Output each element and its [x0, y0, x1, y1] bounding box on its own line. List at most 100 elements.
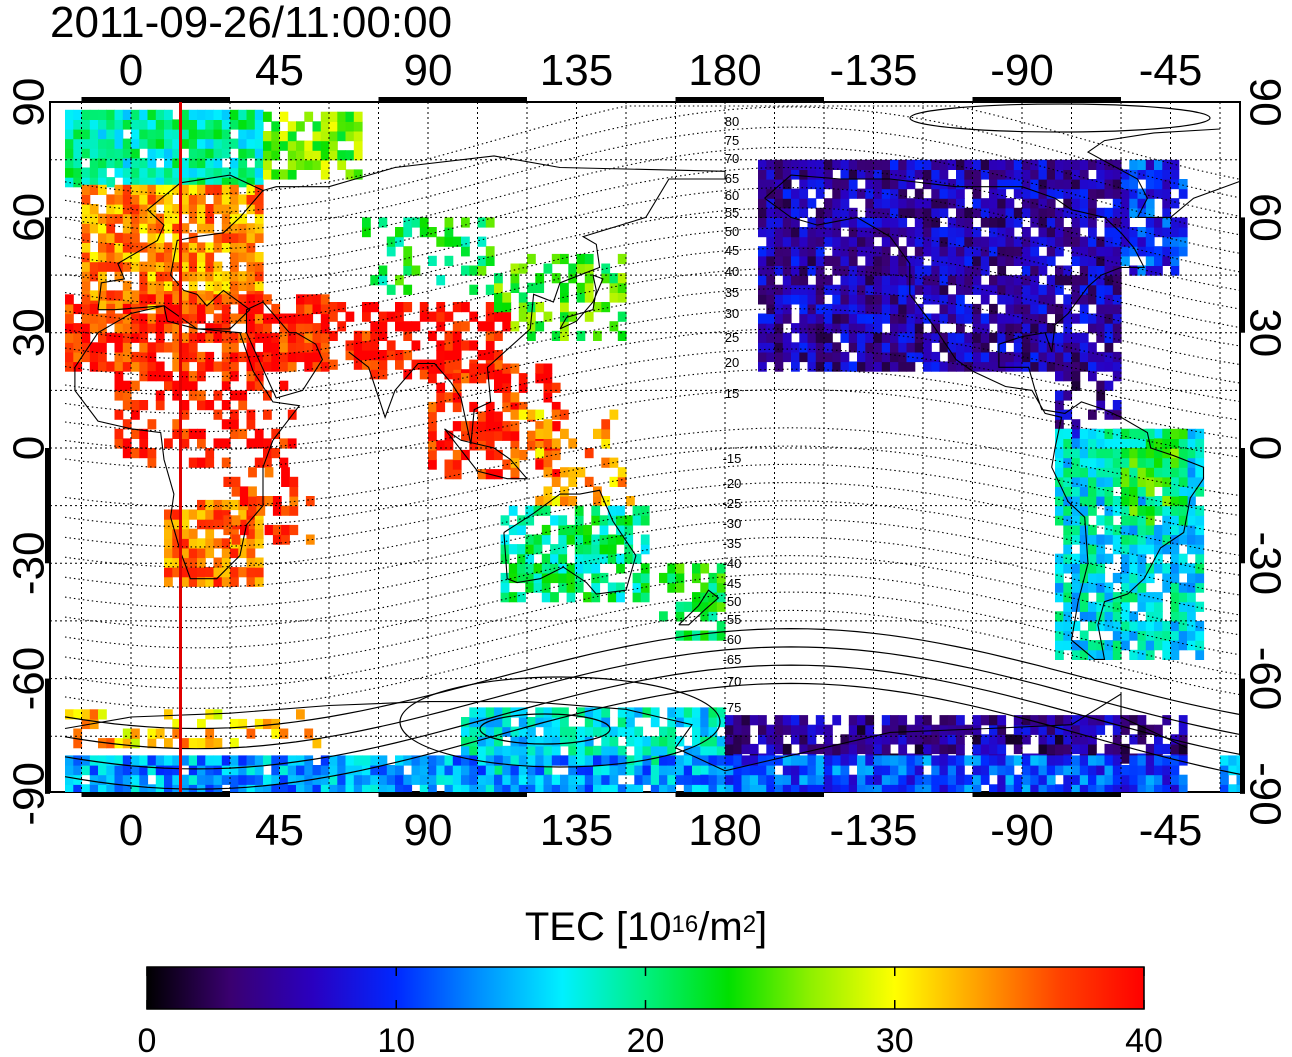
tec-cell: [246, 313, 256, 324]
tec-cell: [518, 449, 528, 461]
tec-cell: [81, 194, 91, 205]
tec-cell: [1071, 534, 1081, 545]
tec-cell: [774, 246, 784, 257]
tec-cell: [205, 129, 215, 140]
tec-cell: [122, 290, 132, 301]
tec-cell: [271, 428, 281, 439]
tec-cell: [510, 430, 520, 441]
tec-cell: [172, 294, 182, 305]
tec-cell: [1079, 765, 1089, 776]
tec-cell: [1162, 774, 1172, 785]
tec-cell: [551, 496, 561, 507]
tec-cell: [931, 198, 941, 209]
tec-cell: [370, 275, 380, 286]
tec-cell: [1104, 755, 1114, 766]
tec-cell: [114, 242, 124, 253]
tec-cell: [147, 371, 157, 382]
tec-cell: [667, 582, 677, 593]
tec-cell: [197, 718, 206, 730]
tec-cell: [1162, 428, 1172, 439]
tec-cell: [122, 177, 132, 188]
tec-cell: [436, 350, 446, 361]
tec-cell: [1055, 236, 1064, 247]
tec-cell: [114, 361, 124, 372]
tec-cell: [1071, 380, 1081, 391]
tec-cell: [541, 524, 551, 536]
tec-cell: [898, 734, 908, 745]
tec-cell: [591, 515, 601, 526]
tec-cell: [749, 755, 759, 766]
tec-cell: [139, 765, 149, 776]
tec-cell: [1129, 734, 1139, 745]
tec-cell: [848, 236, 858, 247]
tec-cell: [543, 486, 553, 497]
tec-cell: [692, 563, 701, 574]
tec-cell: [1137, 524, 1147, 536]
tec-cell: [527, 736, 536, 747]
tec-cell: [296, 755, 305, 766]
tec-cell: [1063, 303, 1073, 315]
tec-cell: [1063, 765, 1073, 776]
tec-cell: [1038, 227, 1048, 238]
tec-cell: [1055, 630, 1064, 641]
contour-line: [64, 646, 1240, 750]
tec-cell: [271, 150, 281, 161]
tec-cell: [807, 765, 817, 776]
coastline: [503, 489, 637, 595]
tec-cell: [989, 755, 998, 766]
tec-cell: [329, 140, 338, 151]
tec-cell: [1055, 351, 1064, 363]
tec-cell: [1187, 582, 1196, 593]
tec-cell: [246, 148, 256, 159]
tec-cell: [254, 557, 264, 568]
tec-cell: [1137, 582, 1147, 593]
tec-cell: [197, 109, 206, 120]
tec-cell: [1030, 198, 1040, 209]
tec-cell: [609, 745, 619, 756]
tec-cell: [1030, 169, 1040, 180]
tec-cell: [73, 774, 83, 785]
tec-cell: [155, 109, 165, 120]
tec-cell: [518, 784, 528, 792]
tec-cell: [1170, 179, 1180, 190]
colorbar-title-mid: /m: [698, 905, 743, 949]
tec-cell: [659, 572, 668, 584]
tec-cell: [312, 121, 322, 132]
tec-cell: [1079, 217, 1089, 228]
tec-cell: [246, 557, 256, 568]
tec-cell: [857, 217, 866, 228]
tec-cell: [576, 253, 586, 265]
tec-cell: [98, 361, 107, 372]
tec-cell: [914, 207, 924, 218]
tec-cell: [436, 236, 446, 247]
tec-cell: [122, 138, 132, 149]
tec-cell: [857, 236, 866, 247]
tec-cell: [609, 321, 619, 332]
tec-cell: [906, 294, 916, 305]
tec-cell: [997, 351, 1007, 363]
tec-cell: [296, 323, 305, 334]
tec-cell: [576, 726, 586, 737]
tec-cell: [1145, 227, 1155, 238]
tec-cell: [1063, 457, 1073, 468]
tec-cell: [1055, 457, 1064, 468]
tec-cell: [568, 496, 578, 507]
tec-cell: [428, 421, 437, 432]
tec-cell: [782, 179, 792, 190]
tec-cell: [502, 774, 512, 785]
tec-cell: [914, 755, 924, 766]
tec-cell: [485, 726, 495, 737]
tec-cell: [980, 323, 990, 334]
tec-cell: [1055, 486, 1064, 497]
tec-cell: [527, 765, 536, 776]
tec-cell: [1187, 563, 1196, 574]
tec-cell: [65, 148, 74, 159]
tec-cell: [122, 213, 132, 224]
tec-cell: [65, 129, 74, 140]
tec-cell: [766, 734, 776, 745]
tec-cell: [568, 726, 578, 737]
tec-cell: [1005, 755, 1015, 766]
tec-cell: [114, 380, 124, 391]
tec-cell: [1063, 563, 1073, 574]
tec-cell: [1178, 784, 1188, 792]
